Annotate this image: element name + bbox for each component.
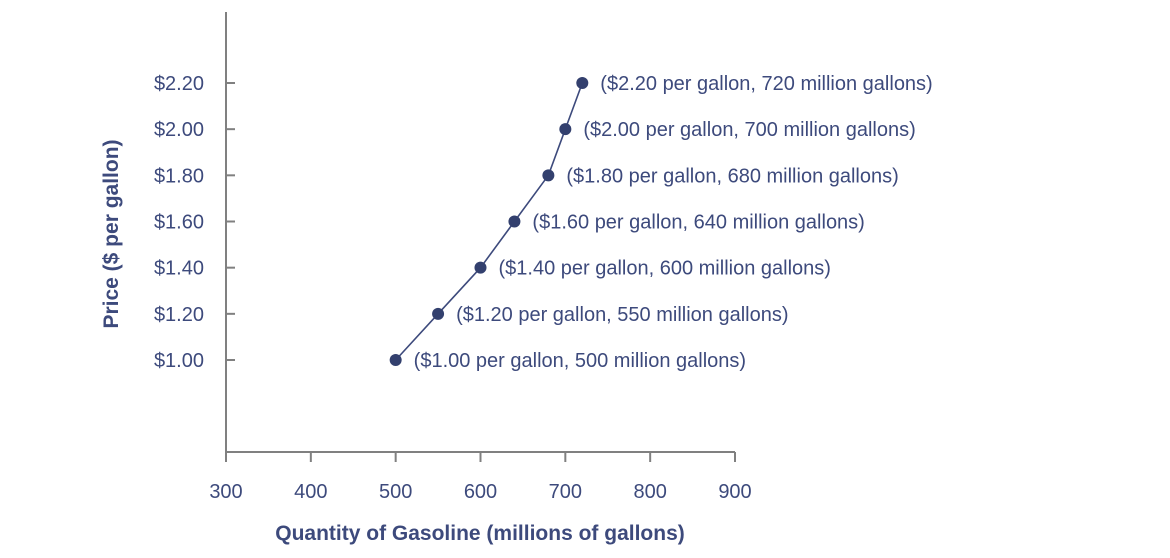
data-label: ($1.20 per gallon, 550 million gallons) (456, 304, 788, 326)
y-tick-label: $1.80 (154, 165, 204, 187)
x-tick-label: 400 (294, 481, 327, 503)
x-axis-title: Quantity of Gasoline (millions of gallon… (275, 522, 685, 545)
x-tick-label: 800 (633, 481, 666, 503)
x-tick-label: 500 (379, 481, 412, 503)
data-label: ($1.40 per gallon, 600 million gallons) (499, 258, 831, 280)
point-labels: ($1.00 per gallon, 500 million gallons) (… (414, 73, 933, 372)
y-axis-title: Price ($ per gallon) (100, 139, 123, 328)
data-point (542, 169, 555, 182)
data-point (559, 123, 572, 136)
x-axis-ticks: 300 400 500 600 700 800 900 (209, 452, 752, 503)
y-tick-label: $1.00 (154, 350, 204, 372)
data-point (576, 77, 589, 89)
x-tick-label: 600 (464, 481, 497, 503)
data-point (432, 307, 445, 320)
data-label: ($2.20 per gallon, 720 million gallons) (600, 73, 932, 95)
x-tick-label: 300 (209, 481, 242, 503)
data-label: ($1.80 per gallon, 680 million gallons) (566, 165, 898, 187)
y-tick-label: $2.20 (154, 73, 204, 95)
x-tick-label: 700 (549, 481, 582, 503)
y-tick-label: $1.20 (154, 304, 204, 326)
y-tick-label: $2.00 (154, 119, 204, 141)
data-label: ($1.00 per gallon, 500 million gallons) (414, 350, 746, 372)
data-label: ($1.60 per gallon, 640 million gallons) (532, 212, 864, 234)
data-point (508, 215, 521, 228)
data-point (389, 354, 402, 366)
y-tick-label: $1.40 (154, 258, 204, 280)
y-tick-label: $1.60 (154, 212, 204, 234)
y-axis-ticks: $1.00 $1.20 $1.40 $1.60 $1.80 $2.00 $2.20 (154, 73, 235, 372)
data-label: ($2.00 per gallon, 700 million gallons) (583, 119, 915, 141)
x-tick-label: 900 (718, 481, 751, 503)
data-point (474, 261, 487, 274)
data-points (389, 77, 589, 366)
